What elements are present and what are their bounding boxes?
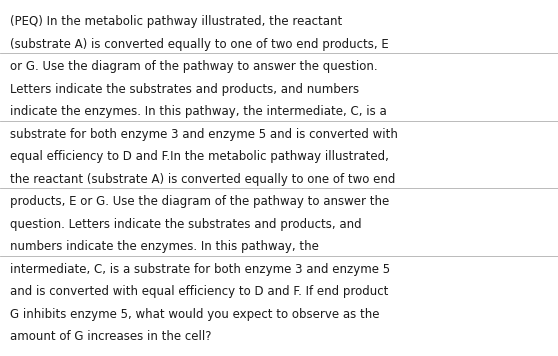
Text: G inhibits enzyme 5, what would you expect to observe as the: G inhibits enzyme 5, what would you expe… (10, 308, 379, 321)
Text: (substrate A) is converted equally to one of two end products, E: (substrate A) is converted equally to on… (10, 38, 389, 51)
Text: and is converted with equal efficiency to D and F. If end product: and is converted with equal efficiency t… (10, 285, 388, 298)
Text: indicate the enzymes. In this pathway, the intermediate, C, is a: indicate the enzymes. In this pathway, t… (10, 105, 387, 118)
Text: products, E or G. Use the diagram of the pathway to answer the: products, E or G. Use the diagram of the… (10, 195, 389, 208)
Text: (PEQ) In the metabolic pathway illustrated, the reactant: (PEQ) In the metabolic pathway illustrat… (10, 15, 342, 28)
Text: intermediate, C, is a substrate for both enzyme 3 and enzyme 5: intermediate, C, is a substrate for both… (10, 263, 390, 276)
Text: question. Letters indicate the substrates and products, and: question. Letters indicate the substrate… (10, 218, 362, 231)
Text: substrate for both enzyme 3 and enzyme 5 and is converted with: substrate for both enzyme 3 and enzyme 5… (10, 128, 398, 141)
Text: or G. Use the diagram of the pathway to answer the question.: or G. Use the diagram of the pathway to … (10, 60, 378, 73)
Text: equal efficiency to D and F.In the metabolic pathway illustrated,: equal efficiency to D and F.In the metab… (10, 150, 389, 163)
Text: amount of G increases in the cell?: amount of G increases in the cell? (10, 330, 211, 343)
Text: the reactant (substrate A) is converted equally to one of two end: the reactant (substrate A) is converted … (10, 173, 396, 186)
Text: numbers indicate the enzymes. In this pathway, the: numbers indicate the enzymes. In this pa… (10, 240, 319, 253)
Text: Letters indicate the substrates and products, and numbers: Letters indicate the substrates and prod… (10, 83, 359, 96)
